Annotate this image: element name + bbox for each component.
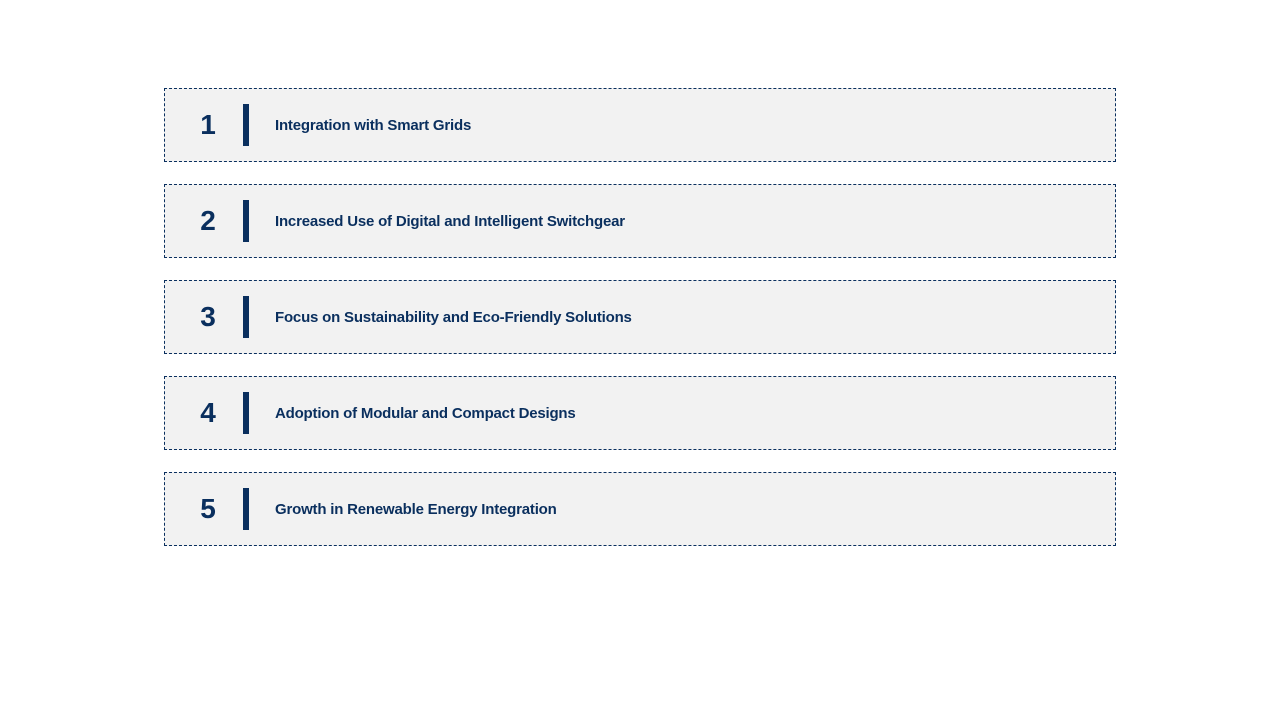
item-number: 2 — [187, 205, 229, 237]
divider-bar — [243, 296, 249, 338]
list-item: 2 Increased Use of Digital and Intellige… — [164, 184, 1116, 258]
numbered-list: 1 Integration with Smart Grids 2 Increas… — [164, 88, 1116, 546]
item-label: Integration with Smart Grids — [275, 117, 471, 134]
item-label: Growth in Renewable Energy Integration — [275, 501, 557, 518]
item-number: 5 — [187, 493, 229, 525]
item-label: Adoption of Modular and Compact Designs — [275, 405, 576, 422]
divider-bar — [243, 104, 249, 146]
item-number: 1 — [187, 109, 229, 141]
item-number: 4 — [187, 397, 229, 429]
list-item: 1 Integration with Smart Grids — [164, 88, 1116, 162]
item-label: Increased Use of Digital and Intelligent… — [275, 213, 625, 230]
list-item: 4 Adoption of Modular and Compact Design… — [164, 376, 1116, 450]
item-label: Focus on Sustainability and Eco-Friendly… — [275, 309, 632, 326]
item-number: 3 — [187, 301, 229, 333]
divider-bar — [243, 488, 249, 530]
list-item: 5 Growth in Renewable Energy Integration — [164, 472, 1116, 546]
divider-bar — [243, 392, 249, 434]
divider-bar — [243, 200, 249, 242]
list-item: 3 Focus on Sustainability and Eco-Friend… — [164, 280, 1116, 354]
